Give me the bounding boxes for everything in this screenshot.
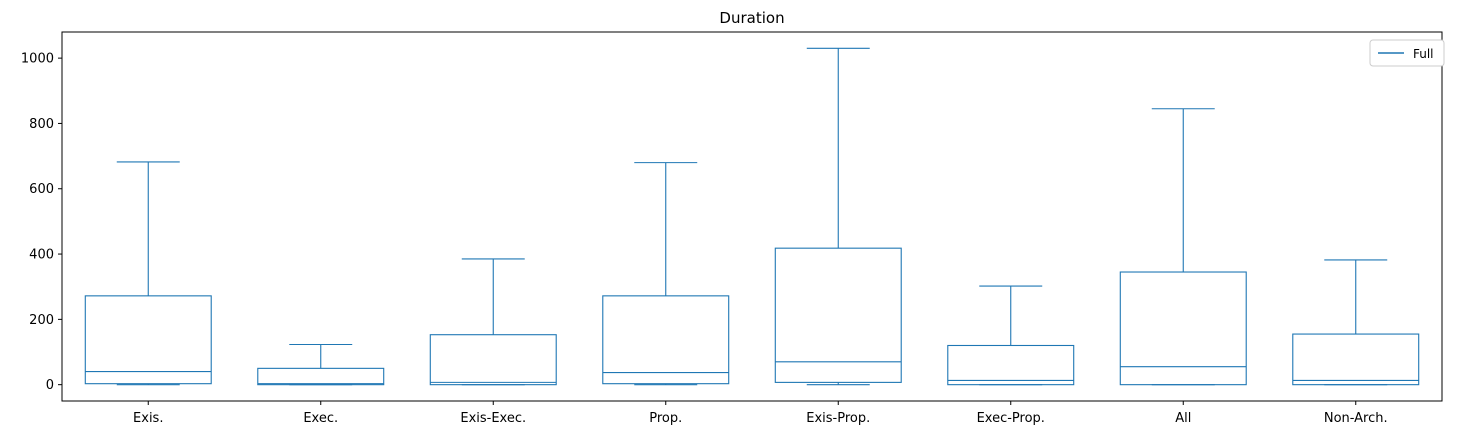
y-tick-label: 1000 [21, 52, 54, 67]
x-tick-label: Prop. [649, 411, 682, 426]
plot-area-frame [61, 31, 1443, 402]
legend-label: Full [1413, 47, 1434, 61]
box-iqr [1119, 271, 1247, 386]
x-tick-label: Exis. [133, 411, 163, 426]
box-exis [84, 161, 212, 386]
box-prop [602, 162, 730, 386]
box-exis-exec [429, 258, 557, 386]
box-iqr [602, 295, 730, 385]
box-exec [257, 343, 385, 386]
box-series [84, 47, 1420, 386]
y-tick-label: 400 [29, 248, 54, 263]
box-exec-prop [947, 285, 1075, 386]
box-all [1119, 108, 1247, 386]
y-axis: 0 200 400 600 800 1000 [21, 52, 62, 393]
box-iqr [774, 247, 902, 383]
x-tick-label: All [1175, 411, 1191, 426]
box-iqr [947, 344, 1075, 386]
x-tick-label: Exis-Exec. [460, 411, 526, 426]
y-tick-label: 0 [46, 378, 54, 393]
x-axis: Exis. Exec. Exis-Exec. Prop. Exis-Prop. Exec-… [133, 401, 1388, 426]
legend: Full [1369, 39, 1445, 67]
y-tick-label: 800 [29, 117, 54, 132]
box-iqr [1292, 333, 1420, 386]
x-tick-label: Exis-Prop. [806, 411, 870, 426]
y-tick-label: 600 [29, 182, 54, 197]
y-tick-label: 200 [29, 313, 54, 328]
x-tick-label: Exec-Prop. [977, 411, 1045, 426]
x-tick-label: Non-Arch. [1324, 411, 1388, 426]
x-tick-label: Exec. [303, 411, 338, 426]
legend-frame [1369, 39, 1445, 67]
box-iqr [84, 295, 212, 385]
box-exis-prop [774, 47, 902, 386]
box-non-arch [1292, 259, 1420, 386]
chart-title: Duration [719, 9, 784, 27]
box-iqr [257, 367, 385, 386]
box-iqr [429, 334, 557, 386]
